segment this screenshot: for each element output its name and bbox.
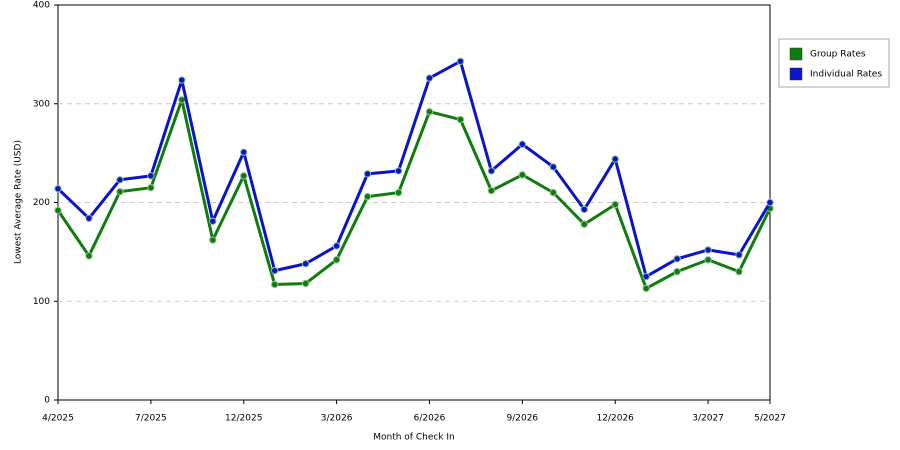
- point: [270, 266, 279, 275]
- point: [456, 115, 465, 124]
- point: [704, 246, 712, 254]
- y-axis-label: Lowest Average Rate (USD): [14, 140, 24, 264]
- point: [642, 284, 650, 293]
- point: [425, 107, 434, 116]
- point: [642, 272, 650, 281]
- point: [611, 200, 619, 209]
- point: [178, 96, 186, 104]
- x-tick-label: 12/2025: [225, 414, 262, 424]
- y-tick-label: 0: [44, 396, 50, 406]
- point: [394, 188, 403, 197]
- y-tick-label: 200: [33, 198, 50, 208]
- point: [549, 163, 558, 171]
- point: [85, 252, 93, 260]
- point: [580, 205, 588, 214]
- point: [332, 242, 341, 250]
- point: [54, 206, 62, 215]
- point: [487, 167, 496, 175]
- legend-swatch: [789, 67, 803, 81]
- legend-label: Individual Rates: [810, 70, 882, 80]
- x-axis-label: Month of Check In: [373, 433, 455, 443]
- x-tick-label: 4/2025: [42, 414, 74, 424]
- point: [673, 267, 681, 276]
- point: [301, 279, 310, 288]
- point: [673, 255, 681, 263]
- point: [518, 140, 527, 148]
- point: [766, 198, 774, 207]
- point: [487, 186, 496, 195]
- point: [456, 57, 465, 65]
- x-tick-label: 3/2026: [321, 414, 353, 424]
- x-tick-label: 5/2027: [754, 414, 786, 424]
- point: [425, 74, 434, 82]
- series-line: [56, 59, 772, 279]
- point: [209, 236, 217, 244]
- y-tick-label: 100: [33, 297, 50, 307]
- point: [54, 184, 62, 193]
- x-tick-label: 12/2026: [597, 414, 635, 424]
- point: [704, 256, 712, 264]
- point: [549, 188, 558, 197]
- point: [147, 183, 155, 192]
- x-tick-label: 3/2027: [692, 414, 724, 424]
- point: [394, 167, 403, 175]
- point: [363, 192, 372, 201]
- point: [209, 217, 217, 225]
- point: [332, 256, 341, 264]
- point: [735, 267, 743, 276]
- point: [116, 187, 124, 196]
- x-tick-label: 7/2025: [135, 414, 167, 424]
- point: [85, 214, 93, 223]
- point: [518, 171, 527, 179]
- point: [116, 176, 124, 184]
- point: [580, 220, 588, 228]
- point: [611, 155, 619, 163]
- point: [301, 260, 310, 268]
- point: [178, 76, 186, 84]
- y-tick-label: 400: [33, 1, 50, 11]
- x-tick-label: 6/2026: [414, 414, 446, 424]
- point: [270, 280, 279, 289]
- point: [240, 172, 248, 180]
- x-tick-label: 9/2026: [507, 414, 539, 424]
- series-line: [56, 98, 772, 290]
- legend-swatch: [789, 47, 803, 61]
- point: [735, 251, 743, 259]
- point: [147, 172, 155, 180]
- legend-label: Group Rates: [810, 50, 866, 60]
- point: [240, 148, 248, 156]
- y-tick-label: 300: [33, 99, 50, 109]
- point: [363, 170, 372, 178]
